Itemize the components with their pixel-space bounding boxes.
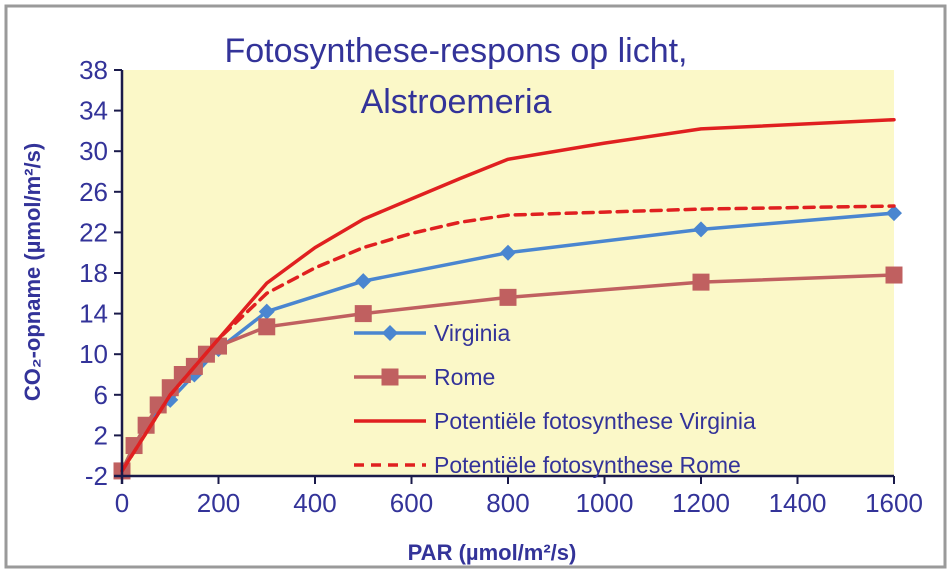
x-tick-label-6: 1200 (672, 488, 730, 518)
y-tick-label-3: 26 (79, 177, 108, 207)
axes (114, 69, 895, 484)
x-tick-label-2: 400 (293, 488, 336, 518)
legend-marker-0 (382, 325, 398, 341)
legend-label-3: Potentiële fotosynthese Rome (434, 452, 741, 478)
tick-labels: 38 34 30 26 22 18 14 10 6 2 -20 200 400 600 800 1000 120… (79, 55, 923, 518)
y-tick-label-5: 18 (79, 258, 108, 288)
y-tick-label-10: -2 (85, 461, 108, 491)
y-tick-label-6: 14 (79, 299, 108, 329)
series-1-point-13 (885, 266, 903, 284)
chart-title-line-1: Fotosynthese-respons op licht, (224, 32, 687, 70)
legend: Virginia Rome Potentiële fotosynthese Virg… (354, 320, 756, 478)
series-0-point-10 (886, 205, 902, 222)
y-tick-label-7: 10 (79, 339, 108, 369)
x-tick-label-7: 1400 (769, 488, 827, 518)
series-0-point-8 (500, 244, 516, 261)
series-1-point-11 (499, 288, 517, 306)
legend-label-0: Virginia (434, 320, 510, 346)
series-0-point-7 (355, 273, 372, 290)
y-tick-label-8: 6 (94, 380, 108, 410)
y-tick-label-0: 38 (79, 55, 108, 85)
y-tick-label-2: 30 (79, 136, 108, 166)
x-tick-label-4: 800 (486, 488, 529, 518)
series-1-point-12 (692, 273, 710, 291)
y-axis-title: CO₂-opname (µmol/m²/s) (20, 143, 45, 401)
legend-label-2: Potentiële fotosynthese Virginia (434, 408, 756, 434)
series-1-point-1 (125, 437, 143, 455)
legend-marker-1 (381, 368, 399, 386)
chart-title-line-2: Alstroemeria (361, 83, 552, 121)
x-tick-label-3: 600 (390, 488, 433, 518)
y-tick-label-4: 22 (79, 217, 108, 247)
x-tick-label-1: 200 (197, 488, 240, 518)
y-tick-label-9: 2 (94, 420, 108, 450)
x-tick-label-5: 1000 (576, 488, 634, 518)
plot-area (122, 70, 894, 476)
series-layer (113, 117, 903, 480)
legend-label-1: Rome (434, 364, 495, 390)
series-1-point-2 (137, 416, 155, 434)
series-0-point-6 (258, 303, 275, 320)
y-tick-label-1: 34 (79, 96, 108, 126)
x-axis-title: PAR (µmol/m²/s) (408, 540, 577, 565)
series-1-point-9 (258, 318, 276, 336)
series-0-point-9 (693, 221, 709, 238)
series-1-point-10 (354, 305, 372, 323)
series-line-3 (120, 204, 896, 473)
x-tick-label-0: 0 (115, 488, 129, 518)
x-tick-label-8: 1600 (865, 488, 923, 518)
